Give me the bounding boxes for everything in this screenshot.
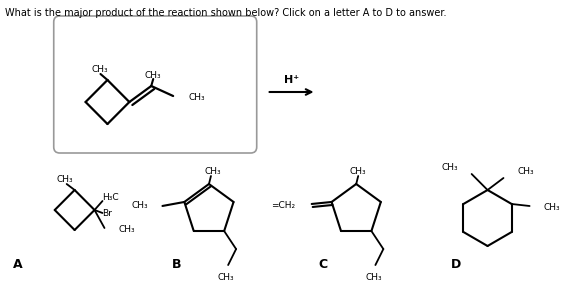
- Text: CH₃: CH₃: [218, 273, 235, 281]
- Text: Br: Br: [102, 210, 112, 219]
- Text: CH₃: CH₃: [517, 168, 534, 177]
- Text: CH₃: CH₃: [365, 273, 382, 281]
- Text: CH₃: CH₃: [350, 166, 367, 175]
- Text: CH₃: CH₃: [91, 65, 108, 74]
- Text: H⁺: H⁺: [284, 75, 299, 85]
- Text: CH₃: CH₃: [57, 175, 73, 184]
- Text: A: A: [13, 258, 23, 272]
- Text: H₃C: H₃C: [102, 194, 119, 203]
- Text: B: B: [172, 258, 182, 272]
- Text: CH₃: CH₃: [132, 201, 148, 210]
- Text: =CH₂: =CH₂: [271, 201, 295, 210]
- Text: CH₃: CH₃: [204, 166, 221, 175]
- Text: CH₃: CH₃: [145, 70, 162, 79]
- Text: CH₃: CH₃: [118, 226, 135, 235]
- Text: What is the major product of the reaction shown below? Click on a letter A to D : What is the major product of the reactio…: [5, 8, 447, 18]
- Text: C: C: [319, 258, 328, 272]
- Text: D: D: [451, 258, 461, 272]
- Text: CH₃: CH₃: [544, 203, 560, 212]
- Text: CH₃: CH₃: [441, 164, 458, 173]
- FancyBboxPatch shape: [54, 16, 257, 153]
- Text: CH₃: CH₃: [188, 93, 204, 102]
